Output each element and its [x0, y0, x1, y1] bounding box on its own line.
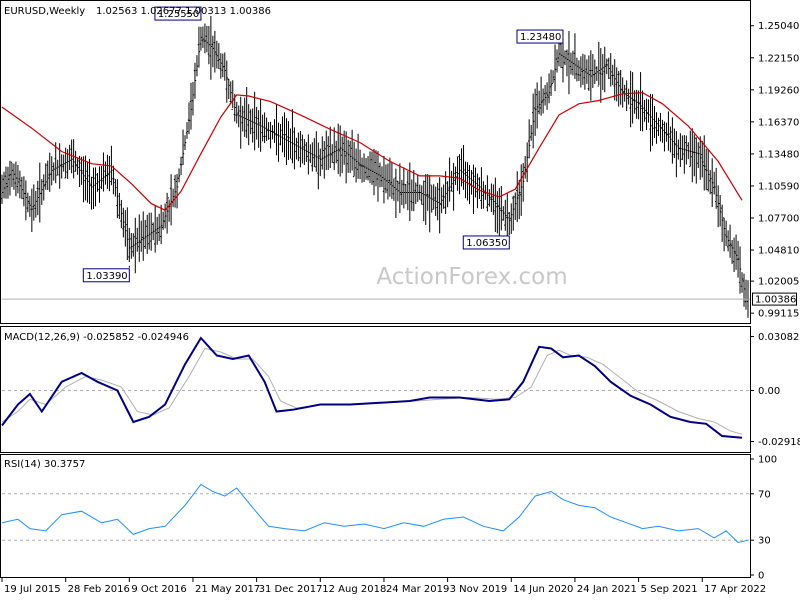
time-tick-label: 12 Aug 2018	[322, 584, 386, 595]
price-tick-label: 0.99115	[758, 309, 799, 320]
symbol-label: EURUSD,Weekly	[4, 6, 85, 17]
time-tick-label: 28 Feb 2016	[68, 584, 130, 595]
time-tick-label: 19 Jul 2015	[4, 584, 61, 595]
annotation-label: 1.06350	[466, 238, 507, 249]
rsi-tick-label: 70	[758, 489, 771, 500]
annotation-label: 1.03390	[86, 271, 127, 282]
price-tick-label: 1.19260	[758, 85, 799, 96]
ohlc-readout: 1.02563 1.02677 1.00313 1.00386	[96, 6, 271, 17]
time-tick-label: 14 Jun 2020	[513, 584, 573, 595]
annotation-label: 1.23480	[520, 32, 561, 43]
price-tick-label: 1.07700	[758, 213, 799, 224]
price-tick-label: 1.02005	[758, 277, 799, 288]
current-price-label: 1.00386	[755, 295, 796, 306]
rsi-tick-label: 100	[758, 455, 777, 466]
price-tick-label: 1.10590	[758, 181, 799, 192]
macd-title: MACD(12,26,9) -0.025852 -0.024946	[4, 332, 189, 343]
time-tick-label: 24 Jan 2021	[577, 584, 637, 595]
time-tick-label: 9 Oct 2016	[131, 584, 186, 595]
time-tick-label: 21 May 2017	[195, 584, 260, 595]
rsi-tick-label: 30	[758, 536, 771, 547]
price-tick-label: 1.04810	[758, 246, 799, 257]
time-tick-label: 24 Mar 2019	[386, 584, 449, 595]
time-tick-label: 17 Apr 2022	[704, 584, 766, 595]
price-tick-label: 1.25040	[758, 21, 799, 32]
macd-tick-label: 0.030824	[758, 332, 800, 343]
current-price-marker: 1.00386	[752, 293, 797, 306]
price-tick-label: 1.13480	[758, 149, 799, 160]
time-tick-label: 5 Sep 2021	[641, 584, 698, 595]
rsi-tick-label: 0	[758, 571, 764, 582]
macd-tick-label: 0.00	[758, 386, 780, 397]
macd-tick-label: -0.029183	[758, 437, 800, 448]
price-tick-label: 1.16370	[758, 117, 799, 128]
time-tick-label: 31 Dec 2017	[259, 584, 323, 595]
watermark: ActionForex.com	[376, 264, 567, 290]
price-tick-label: 1.22150	[758, 53, 799, 64]
rsi-title: RSI(14) 30.3757	[4, 459, 85, 470]
time-tick-label: 3 Nov 2019	[450, 584, 508, 595]
